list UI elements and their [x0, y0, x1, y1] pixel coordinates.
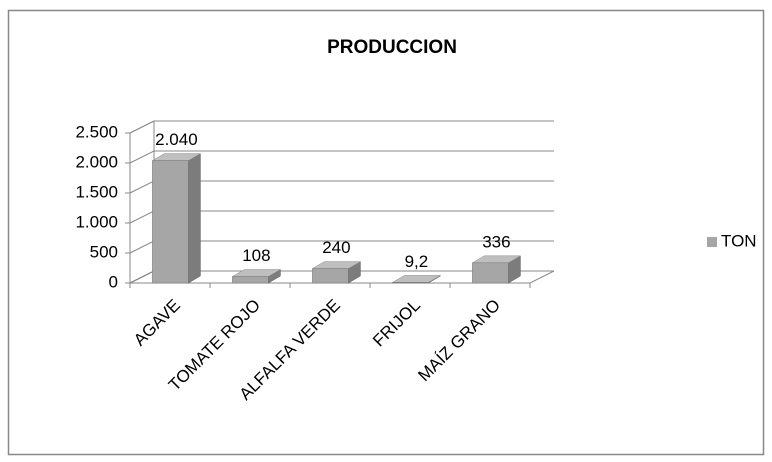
bar-front [312, 268, 349, 284]
bar-front [232, 276, 269, 284]
bar-front [392, 282, 429, 284]
grid-line [129, 150, 554, 164]
bar [231, 269, 282, 284]
bar [391, 275, 442, 284]
value-label: 240 [322, 238, 350, 257]
y-tick-label: 0 [109, 272, 118, 291]
y-tick-label: 1.500 [75, 182, 118, 201]
y-tick-label: 2.000 [75, 152, 118, 171]
value-label: 2.040 [155, 130, 198, 149]
chart-title: PRODUCCION [327, 37, 457, 58]
chart-border [7, 9, 765, 456]
bar-front [152, 160, 189, 284]
y-tick-label: 500 [90, 242, 118, 261]
bar [311, 261, 362, 284]
bar-side [188, 153, 201, 284]
bar [471, 255, 522, 284]
value-label: 9,2 [405, 252, 429, 271]
value-label: 108 [242, 246, 270, 265]
grid-line [129, 120, 554, 134]
bar-front [472, 262, 509, 284]
value-label: 336 [482, 232, 510, 251]
legend-label: TON [721, 231, 757, 250]
y-tick-label: 2.500 [75, 122, 118, 141]
y-tick-label: 1.000 [75, 212, 118, 231]
bar [151, 153, 202, 284]
legend-swatch [707, 237, 717, 247]
